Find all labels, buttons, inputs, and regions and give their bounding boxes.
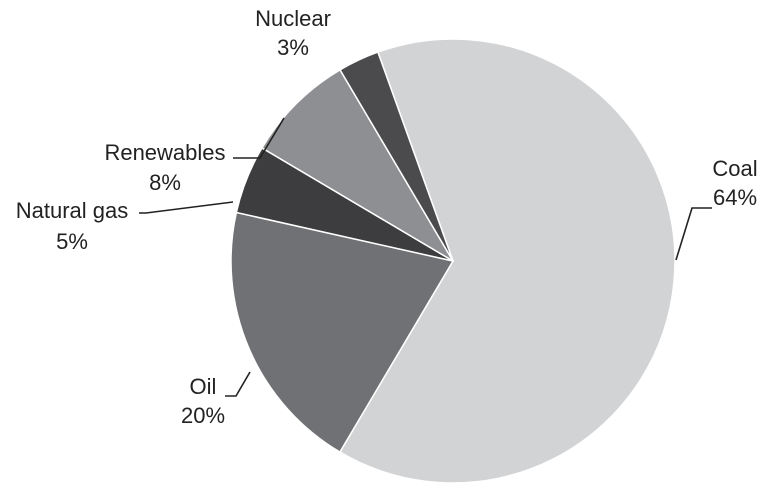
label-oil-value: 20% [181,403,225,428]
label-renewables-name: Renewables [104,140,225,165]
leader-line-oil [225,371,251,397]
pie-slice-renewables [260,68,454,262]
pie-slice-nuclear [339,51,454,262]
leader-line-natural-gas [139,201,234,214]
pie-slices [230,38,676,483]
leader-lines [139,117,712,397]
label-natural-gas-value: 5% [56,229,88,254]
label-renewables-value: 8% [149,170,181,195]
label-coal-value: 64% [713,185,757,210]
slice-labels: Coal 64% Oil 20% Natural gas 5% Renewabl… [16,6,758,428]
label-natural-gas-name: Natural gas [16,198,129,223]
label-oil-name: Oil [190,374,217,399]
label-nuclear-value: 3% [277,35,309,60]
pie-slice-oil [230,211,455,454]
label-nuclear-name: Nuclear [255,6,331,31]
leader-line-coal [675,207,712,261]
leader-line-renewables [233,117,285,159]
label-coal-name: Coal [712,156,757,181]
